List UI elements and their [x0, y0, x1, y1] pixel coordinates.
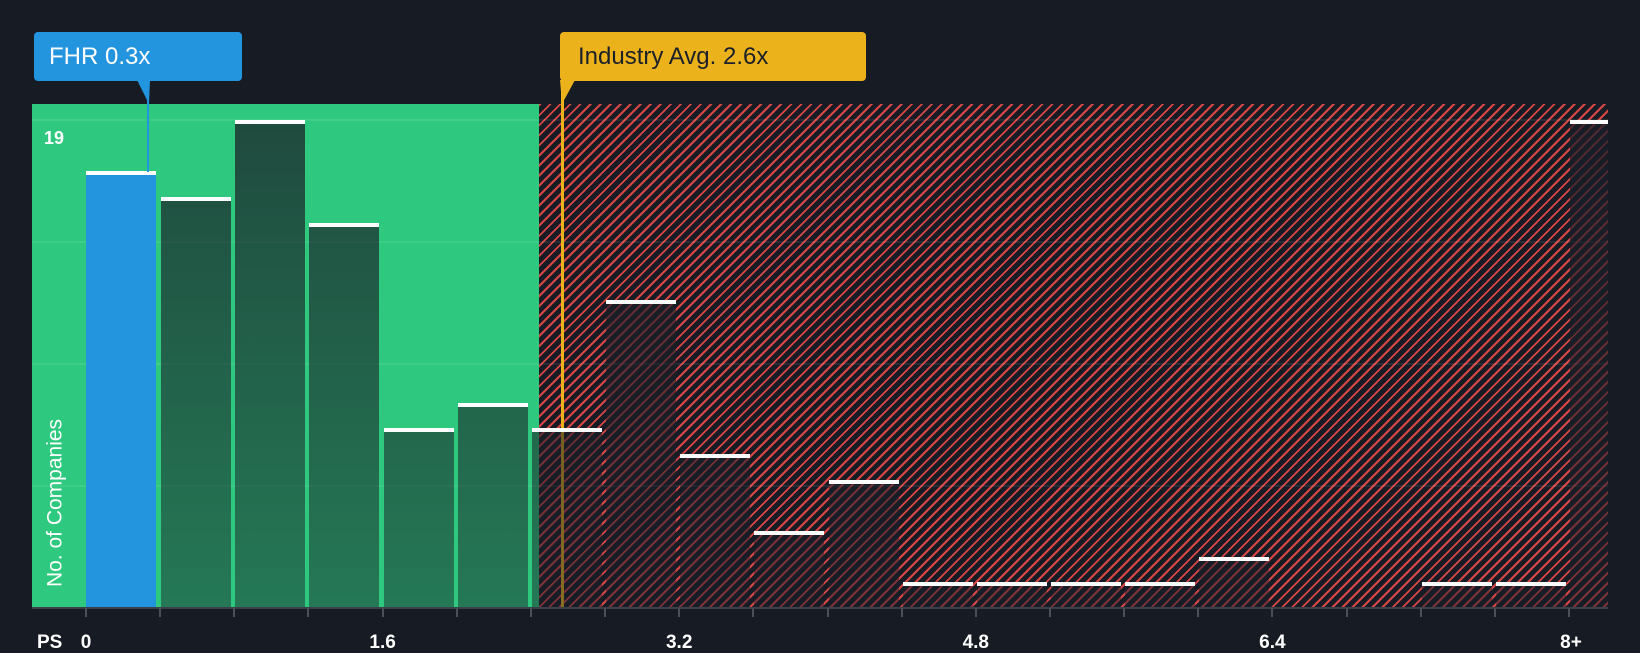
x-axis-tick	[85, 608, 87, 617]
x-axis-tick	[1419, 608, 1422, 617]
x-axis-tick	[604, 608, 607, 617]
histogram-bar	[457, 402, 528, 608]
x-axis-tick-label: 4.8	[962, 632, 990, 653]
histogram-bar	[1199, 556, 1270, 608]
histogram-bar	[1125, 582, 1196, 608]
x-axis-tick-label: 1.6	[369, 632, 396, 653]
x-axis-title: PS	[37, 632, 63, 653]
x-axis-tick	[678, 608, 681, 617]
gridline	[32, 363, 1608, 365]
x-axis-tick	[1345, 608, 1348, 617]
histogram-bar	[161, 197, 232, 608]
above-average-hatched-region	[539, 104, 1608, 608]
histogram-bar	[606, 299, 677, 608]
x-axis-tick	[381, 608, 384, 617]
industry-average-line	[561, 82, 564, 608]
x-axis-tick	[1048, 608, 1051, 617]
company-highlight-bar	[86, 171, 156, 608]
x-axis-tick	[307, 608, 310, 617]
histogram-bar	[1495, 582, 1566, 608]
x-axis-tick	[826, 608, 829, 617]
x-axis-tick	[233, 608, 236, 617]
x-axis-tick	[1271, 608, 1274, 617]
company-marker-line	[147, 100, 149, 172]
company-callout-pointer-icon	[137, 80, 150, 104]
x-axis-tick	[1197, 608, 1200, 617]
histogram-bar	[1050, 582, 1121, 608]
histogram-bar	[1421, 582, 1492, 608]
x-axis-tick-label: 3.2	[665, 632, 693, 653]
x-axis-tick	[529, 608, 532, 617]
industry-average-callout: Industry Avg. 2.6x	[560, 32, 866, 81]
histogram-bar	[1570, 120, 1608, 608]
gridline	[32, 241, 1608, 243]
histogram-bar	[828, 479, 899, 608]
histogram-bar	[235, 120, 306, 608]
x-axis-line	[32, 607, 1608, 609]
x-axis-tick	[1493, 608, 1496, 617]
x-axis-tick	[1123, 608, 1126, 617]
company-ps-callout: FHR 0.3x	[34, 32, 242, 81]
histogram-bar	[976, 582, 1047, 608]
histogram-bar	[754, 530, 825, 608]
x-axis-tick	[900, 608, 903, 617]
y-axis-max-label: 19	[44, 128, 65, 148]
x-axis-tick-label: 6.4	[1259, 632, 1286, 653]
gridline	[32, 485, 1608, 487]
x-axis-tick-label: 0	[80, 632, 92, 653]
industry-callout-pointer-icon	[560, 80, 575, 104]
gridline	[32, 119, 1608, 121]
x-axis-tick	[1568, 608, 1570, 617]
x-axis-tick	[974, 608, 977, 617]
histogram-bar	[680, 453, 751, 608]
histogram-bar	[383, 428, 454, 608]
x-axis-tick-label: 8+	[1560, 632, 1582, 653]
x-axis-tick	[455, 608, 458, 617]
histogram-bar	[531, 428, 602, 608]
x-axis-tick	[159, 608, 162, 617]
x-axis-tick	[752, 608, 755, 617]
histogram-bar	[309, 222, 380, 608]
histogram-bar	[902, 582, 973, 608]
